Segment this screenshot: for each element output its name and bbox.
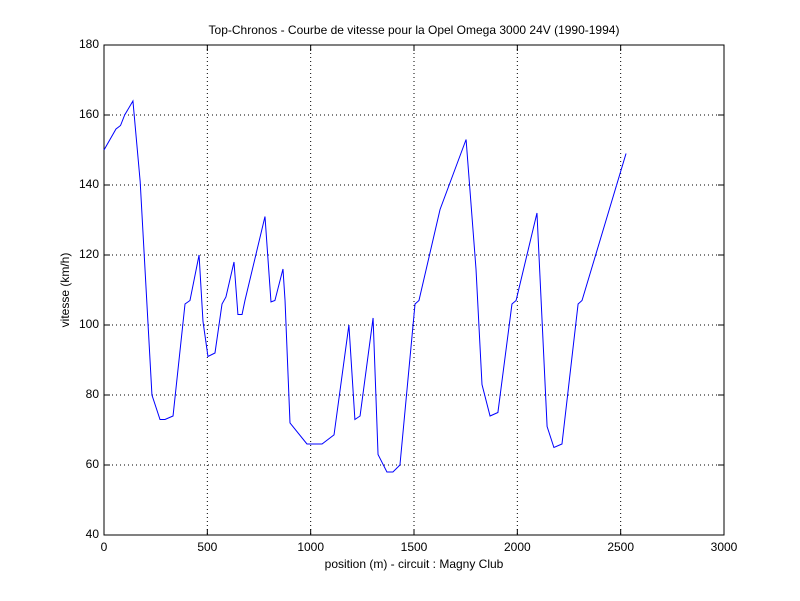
x-axis-label: position (m) - circuit : Magny Club [325,557,504,571]
x-tick-label: 1000 [297,540,324,554]
y-axis-label: vitesse (km/h) [58,253,72,328]
y-tick-label: 180 [79,37,99,51]
x-tick-label: 500 [197,540,217,554]
x-tick-label: 0 [101,540,108,554]
x-tick-label: 2000 [504,540,531,554]
y-tick-label: 40 [86,527,100,541]
line-series [103,99,627,473]
x-tick-label: 1500 [401,540,428,554]
x-tick-label: 2500 [607,540,634,554]
y-tick-label: 60 [86,457,100,471]
y-tick-label: 100 [79,317,99,331]
x-tick-label: 3000 [711,540,738,554]
y-tick-label: 140 [79,177,99,191]
chart-title: Top-Chronos - Courbe de vitesse pour la … [209,23,620,37]
y-tick-label: 120 [79,247,99,261]
y-tick-label: 160 [79,107,99,121]
y-tick-label: 80 [86,387,100,401]
